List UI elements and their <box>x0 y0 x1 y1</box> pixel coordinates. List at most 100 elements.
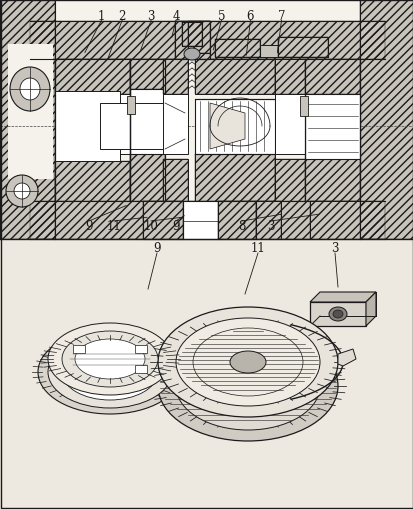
Polygon shape <box>309 293 375 302</box>
Bar <box>218 202 255 240</box>
Text: 4: 4 <box>172 10 179 23</box>
Bar <box>304 60 359 95</box>
Bar <box>8 45 53 180</box>
Polygon shape <box>209 104 244 150</box>
Bar <box>175 22 209 60</box>
Ellipse shape <box>230 351 266 373</box>
Bar <box>274 160 304 202</box>
Bar <box>55 92 120 162</box>
Bar <box>55 95 130 155</box>
Bar <box>163 60 188 95</box>
Bar <box>309 202 359 240</box>
Bar <box>135 345 147 353</box>
Bar <box>55 162 130 202</box>
Bar <box>55 162 130 202</box>
Bar <box>142 202 183 240</box>
Bar <box>163 160 188 202</box>
Text: 11: 11 <box>106 220 121 233</box>
Ellipse shape <box>20 79 40 101</box>
Polygon shape <box>309 302 365 326</box>
Ellipse shape <box>48 323 171 395</box>
Bar <box>259 46 277 58</box>
Text: 9: 9 <box>85 220 93 233</box>
Bar <box>127 97 135 115</box>
Bar <box>304 60 359 95</box>
Bar <box>182 23 202 47</box>
Bar <box>277 38 327 58</box>
Ellipse shape <box>62 331 158 387</box>
Ellipse shape <box>158 331 337 441</box>
Bar <box>163 60 188 95</box>
Text: 9: 9 <box>172 220 179 233</box>
Bar <box>175 22 209 60</box>
Bar <box>309 202 359 240</box>
Text: 3: 3 <box>147 10 154 23</box>
Bar <box>0 0 55 240</box>
Bar <box>0 0 413 30</box>
Bar <box>183 202 218 240</box>
Bar <box>130 60 165 90</box>
Ellipse shape <box>332 310 342 318</box>
Bar <box>218 202 255 240</box>
Bar <box>55 60 130 95</box>
Bar <box>195 155 274 202</box>
Bar <box>0 0 55 240</box>
Bar <box>195 100 274 155</box>
Ellipse shape <box>183 49 199 61</box>
Bar <box>130 60 165 90</box>
Bar <box>255 202 280 240</box>
Bar <box>255 202 280 240</box>
Bar <box>309 202 359 240</box>
Bar <box>163 95 188 155</box>
Bar <box>277 38 327 58</box>
Bar <box>100 104 170 150</box>
Bar <box>188 22 209 54</box>
Bar <box>195 60 274 95</box>
Bar <box>30 202 384 240</box>
Bar <box>195 60 274 95</box>
Bar <box>299 97 307 117</box>
Ellipse shape <box>158 307 337 417</box>
Text: 11: 11 <box>250 242 265 255</box>
Bar <box>55 60 130 95</box>
Text: 1: 1 <box>97 10 105 23</box>
Bar <box>30 202 384 240</box>
Bar <box>30 22 384 60</box>
Bar <box>188 22 209 54</box>
Polygon shape <box>365 293 375 326</box>
Text: 10: 10 <box>143 220 158 233</box>
Ellipse shape <box>38 330 182 414</box>
Text: 7: 7 <box>277 10 285 23</box>
Bar <box>274 60 304 95</box>
Polygon shape <box>337 349 355 366</box>
Bar <box>73 345 85 353</box>
Bar <box>135 365 147 374</box>
Ellipse shape <box>75 340 145 379</box>
Ellipse shape <box>328 307 346 321</box>
Bar <box>274 60 304 95</box>
Bar <box>130 155 165 202</box>
Text: 5: 5 <box>217 10 225 23</box>
Ellipse shape <box>176 318 319 406</box>
Bar <box>142 202 183 240</box>
Bar <box>304 95 359 160</box>
Bar <box>195 155 274 202</box>
Bar <box>214 40 259 58</box>
Bar <box>0 0 413 240</box>
Bar <box>130 155 165 202</box>
Bar <box>163 160 188 202</box>
Bar <box>188 22 209 54</box>
Text: 3: 3 <box>330 242 338 255</box>
Text: 3: 3 <box>267 220 274 233</box>
Text: 9: 9 <box>153 242 160 255</box>
Bar <box>182 23 202 47</box>
Text: 2: 2 <box>118 10 126 23</box>
Bar <box>255 202 280 240</box>
Text: 8: 8 <box>238 220 245 233</box>
Bar <box>359 0 413 240</box>
Text: 6: 6 <box>246 10 254 23</box>
Bar <box>30 22 384 60</box>
Bar <box>214 40 259 58</box>
Bar <box>214 40 259 58</box>
Bar <box>274 95 304 155</box>
